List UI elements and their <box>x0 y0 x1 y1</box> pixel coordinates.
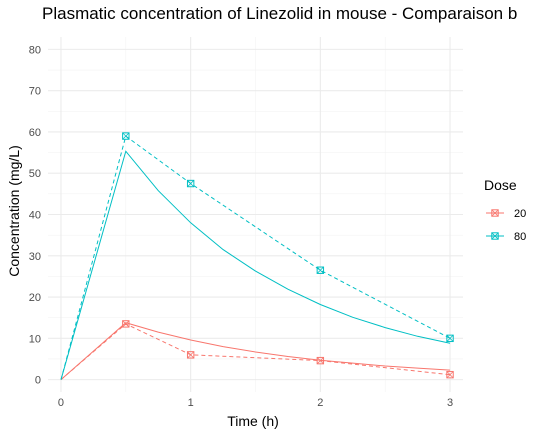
marker-square <box>186 179 195 188</box>
series-80 <box>60 132 454 380</box>
legend-key-20: 20 <box>486 208 526 220</box>
model-curve-line <box>60 322 451 380</box>
x-tick-label: 3 <box>447 397 453 409</box>
data-point <box>316 356 325 365</box>
legend-title: Dose <box>484 177 517 193</box>
y-tick-label: 20 <box>29 292 41 304</box>
legend-marker-square <box>491 232 499 240</box>
legend-key-80: 80 <box>486 231 526 243</box>
y-tick-label: 80 <box>29 44 41 56</box>
legend-marker-square <box>491 209 499 217</box>
marker-square <box>122 320 130 328</box>
y-tick-label: 50 <box>29 168 41 180</box>
legend-label: 80 <box>514 231 526 243</box>
y-tick-label: 60 <box>29 127 41 139</box>
data-point <box>122 132 130 140</box>
data-point <box>316 266 325 274</box>
marker-cross <box>446 371 454 379</box>
marker-cross <box>446 334 454 342</box>
y-tick-label: 70 <box>29 86 41 98</box>
y-axis-title: Concentration (mg/L) <box>6 145 22 277</box>
y-tick-label: 0 <box>35 375 41 387</box>
x-tick-label: 1 <box>188 397 194 409</box>
series-20 <box>60 320 454 380</box>
major-gridlines <box>48 37 463 392</box>
data-point <box>186 351 195 359</box>
y-axis-tick-labels: 0 10 20 30 40 50 60 70 80 <box>29 44 41 386</box>
y-tick-label: 30 <box>29 251 41 263</box>
marker-square <box>316 356 325 365</box>
x-tick-label: 2 <box>317 397 323 409</box>
x-axis-tick-labels: 0 1 2 3 <box>58 397 453 409</box>
marker-square <box>446 334 454 343</box>
marker-cross <box>122 320 130 328</box>
legend-marker-cross <box>491 209 499 217</box>
marker-square <box>186 351 195 359</box>
data-point <box>186 179 195 188</box>
marker-cross <box>122 132 130 140</box>
marker-square <box>446 370 454 379</box>
marker-square <box>122 132 130 140</box>
data-point <box>446 370 454 379</box>
chart-title: Plasmatic concentration of Linezolid in … <box>42 4 517 23</box>
data-point <box>446 334 454 343</box>
legend-label: 20 <box>514 208 526 220</box>
model-curve-line <box>60 150 451 380</box>
legend-marker-cross <box>491 232 499 240</box>
y-tick-label: 40 <box>29 210 41 222</box>
marker-cross <box>187 351 195 359</box>
series-layer <box>60 132 454 380</box>
y-tick-label: 10 <box>29 333 41 345</box>
marker-square <box>316 266 325 274</box>
marker-cross <box>316 266 324 274</box>
x-axis-title: Time (h) <box>227 413 279 429</box>
marker-cross <box>187 180 195 188</box>
marker-cross <box>316 357 324 365</box>
x-tick-label: 0 <box>58 397 64 409</box>
data-point <box>122 320 130 328</box>
